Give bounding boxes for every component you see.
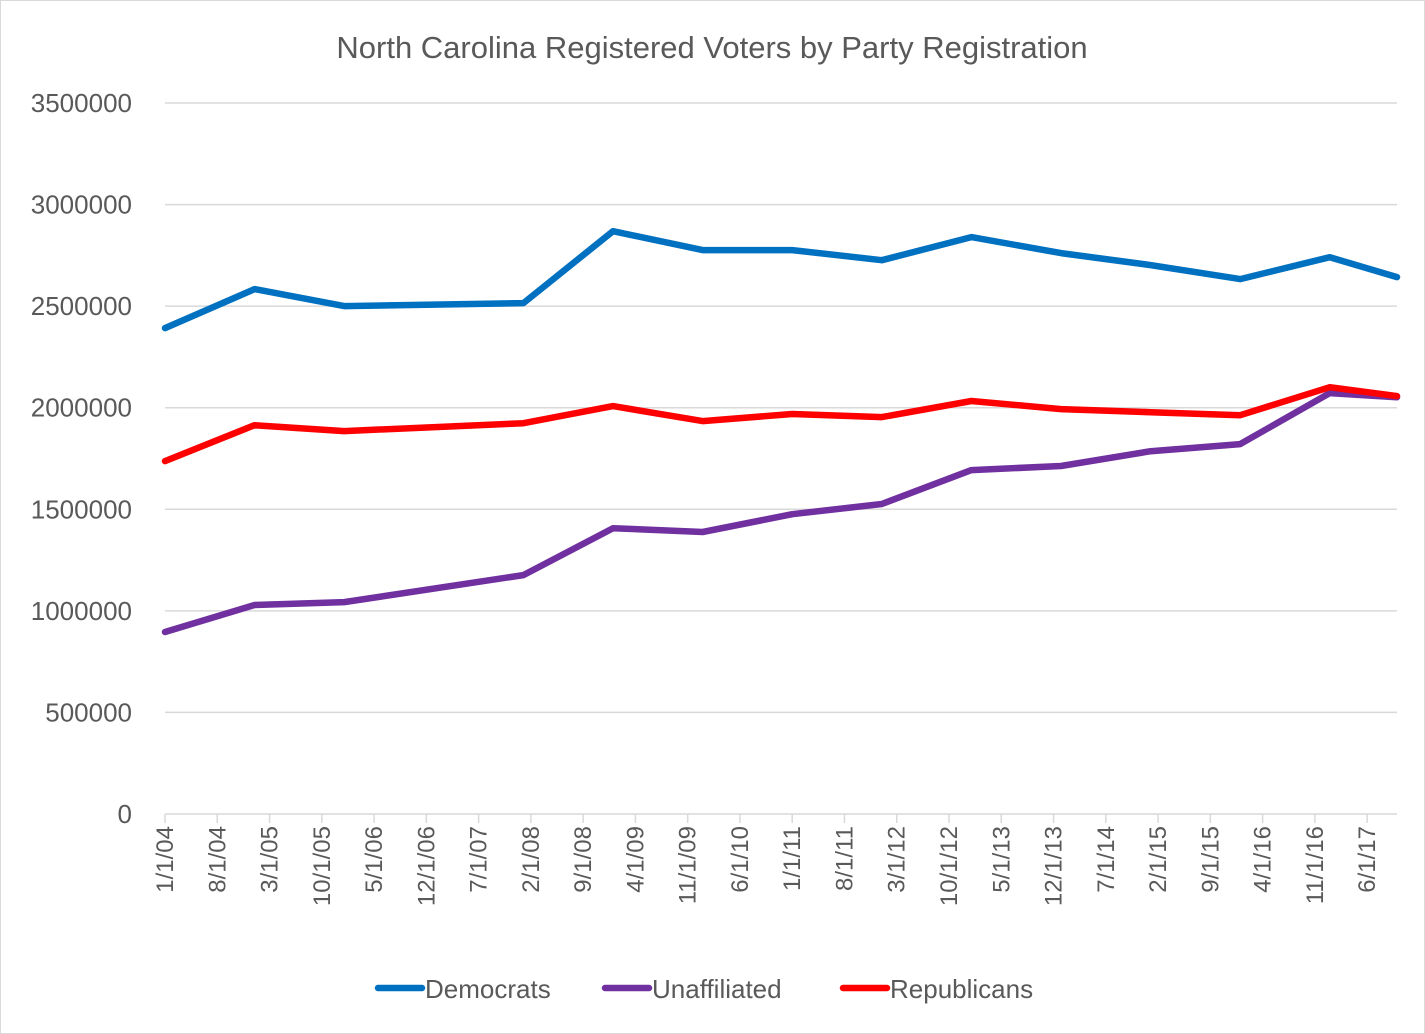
y-tick-label: 0 [118,799,132,829]
x-tick-label: 8/1/11 [831,826,858,891]
x-tick-label: 5/1/13 [988,826,1015,893]
y-tick-label: 3000000 [31,190,132,220]
x-tick-label: 1/1/04 [152,826,179,893]
y-tick-label: 3500000 [31,88,132,118]
series-line-republicans [161,383,1401,465]
legend-label: Republicans [890,974,1033,1004]
series-line-unaffiliated [161,389,1401,636]
x-axis: 1/1/04 8/1/04 3/1/05 10/1/05 5/1/06 12/1/06 7/… [152,813,1397,906]
series-lines [161,227,1401,636]
x-tick-label: 8/1/04 [204,826,231,893]
legend-label: Unaffiliated [652,974,782,1004]
x-tick-label: 2/1/15 [1145,826,1172,893]
x-tick-label: 12/1/13 [1041,826,1068,906]
legend-label: Democrats [425,974,551,1004]
x-tick-label: 4/1/16 [1250,826,1277,893]
x-tick-label: 11/1/16 [1302,826,1329,904]
x-tick-label: 6/1/10 [727,826,754,893]
x-tick-label: 1/1/11 [779,826,806,891]
y-tick-label: 2000000 [31,393,132,423]
x-tick-label: 11/1/09 [675,826,702,904]
legend-item-unaffiliated: Unaffiliated [601,974,782,1004]
y-tick-label: 500000 [45,697,132,727]
gridlines [165,102,1397,714]
chart-title: North Carolina Registered Voters by Part… [336,30,1087,65]
x-tick-label: 10/1/05 [309,826,336,906]
x-tick-label: 6/1/17 [1354,826,1381,893]
legend-item-democrats: Democrats [374,974,551,1004]
series-line-democrats [161,227,1401,332]
x-tick-label: 12/1/06 [413,826,440,906]
x-tick-label: 2/1/08 [518,826,545,893]
y-axis: 0 500000 1000000 1500000 2000000 2500000 30000… [31,88,132,829]
x-tick-label: 5/1/06 [361,826,388,893]
y-tick-label: 1500000 [31,494,132,524]
x-tick-label: 10/1/12 [936,826,963,906]
x-tick-label: 9/1/15 [1197,826,1224,893]
x-tick-label: 7/1/14 [1093,826,1120,893]
legend-item-republicans: Republicans [839,974,1033,1004]
y-tick-label: 2500000 [31,291,132,321]
x-tick-label: 3/1/05 [257,826,284,893]
x-tick-label: 4/1/09 [622,826,649,893]
x-tick-label: 3/1/12 [884,826,911,893]
x-tick-label: 7/1/07 [466,826,493,893]
x-tick-label: 9/1/08 [570,826,597,893]
y-tick-label: 1000000 [31,596,132,626]
legend: Democrats Unaffiliated Republicans [374,974,1033,1004]
